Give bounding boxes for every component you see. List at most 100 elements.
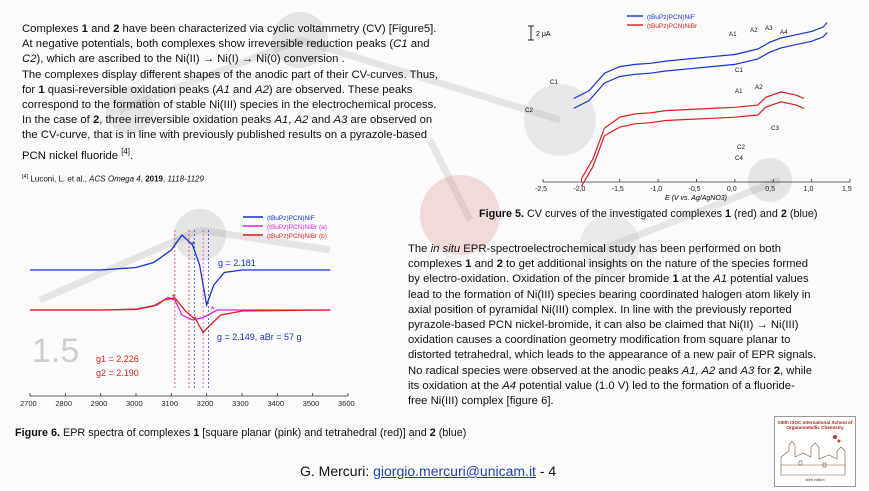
cv-x-tick-label: 0,0	[727, 186, 737, 193]
footer-page-number: - 4	[535, 463, 557, 479]
figure5-caption: Figure 5. CV curves of the investigated …	[479, 208, 818, 220]
epr-peak-marker: *	[191, 240, 195, 251]
watermark-number: 1.5	[32, 332, 79, 370]
caption6-run: EPR spectra of complexes	[60, 427, 194, 439]
epr_text-run: axial position of pyramidal Ni(III) comp…	[408, 303, 792, 316]
reference-run: ,	[140, 174, 146, 184]
intro-run: have been characterized via cyclic volta…	[119, 23, 437, 35]
intro-run: A1	[274, 114, 289, 127]
intro-run: and	[308, 114, 334, 127]
caption5-run: CV curves of the investigated complexes	[524, 208, 726, 220]
cv-peak-label: A1	[735, 88, 743, 95]
epr-series-group	[30, 234, 331, 334]
intro-run: At negative potentials, both complexes s…	[22, 38, 394, 51]
cv-series-line	[573, 22, 828, 100]
intro-run: 1	[81, 23, 88, 35]
intro-run: 1	[38, 83, 45, 96]
intro-run: ) are observed. These peaks	[268, 83, 413, 96]
intro-run: and	[229, 83, 256, 96]
reference-run: ,	[163, 174, 168, 184]
epr_text-run: potential values	[727, 273, 809, 286]
epr_text-run: A3	[740, 364, 755, 377]
epr-legend-label: (tBuPz)PCN)NiF	[267, 215, 315, 222]
intro-run: for	[22, 83, 39, 96]
figure6-caption: Figure 6. EPR spectra of complexes 1 [sq…	[15, 427, 466, 439]
intro-run: quasi-reversible oxidation peaks (	[44, 83, 217, 96]
intro-run: [4]	[121, 146, 130, 156]
epr-x-tick-label: 3100	[161, 399, 178, 408]
epr_text-run: for	[754, 364, 774, 377]
epr-x-tick-label: 3200	[197, 399, 214, 408]
epr_text-run: EPR-spectroelectrochemical study has bee…	[460, 243, 781, 255]
intro-run: C2	[22, 53, 37, 66]
conference-logo: XIIIth ISOC International School of Orga…	[774, 416, 856, 487]
scale-bar: 2 μA	[528, 25, 551, 41]
cv-series-return-line	[573, 32, 828, 109]
epr_text-run: to get additional insights on the nature…	[502, 258, 809, 271]
epr-guide-lines	[174, 230, 209, 390]
epr_text-run: distorted tetrahedral, which leads to th…	[408, 349, 817, 362]
epr-x-tick-label: 3500	[303, 399, 320, 408]
epr-x-tick-label: 3300	[232, 399, 249, 408]
epr-g-value-label: g1 = 2.226	[96, 354, 139, 364]
cv-series-line	[580, 91, 805, 180]
epr-x-tick-label: 3400	[267, 399, 284, 408]
reference-run: 1118-1129	[167, 174, 204, 184]
footer-email-link[interactable]: giorgio.mercuri@unicam.it	[373, 463, 536, 479]
epr-g-value-label: g = 2.149, aBr = 57 g	[217, 332, 302, 342]
epr_text-run: A1	[713, 273, 728, 286]
cv-x-axis-label: E (V vs. Ag/AgNO3)	[665, 195, 727, 202]
epr_text-run: complexes	[408, 258, 466, 271]
cv-peak-label: A1	[729, 31, 737, 38]
cv-chart: 2 μA (tBuPz)PCN)NiF(tBuPz)PCN)NiBr -2,5-…	[525, 14, 852, 202]
epr-g-value-label: g = 2.181	[218, 258, 256, 268]
cv-peak-label: A3	[765, 25, 773, 32]
caption5-run: (blue)	[786, 208, 818, 220]
cv-peak-label: A2	[750, 27, 758, 34]
intro-run: PCN nickel fluoride	[22, 149, 122, 162]
intro-run: the CV-curve, that is in line with previ…	[22, 129, 428, 142]
cv-peak-label: C1	[735, 67, 743, 74]
epr-x-axis: 2700 2800 2900 3000 3100 3200 3300 3400 3500 3600	[20, 393, 355, 408]
cv-peak-label: A2	[755, 84, 763, 91]
epr-peak-marker: *	[172, 293, 176, 304]
intro-run: and	[87, 23, 114, 35]
epr_text-run: and	[715, 364, 741, 377]
cv-legend-label: (tBuPz)PCN)NiBr	[647, 23, 698, 30]
cv-x-tick-label: -2,0	[573, 186, 585, 193]
cv-peak-label: C4	[735, 155, 743, 162]
footer-author: G. Mercuri:	[300, 463, 374, 479]
intro-run: The complexes display different shapes o…	[22, 68, 438, 81]
epr-g-value-label: g2 = 2.190	[96, 368, 139, 378]
cv-series-group	[573, 22, 828, 187]
epr-x-tick-label: 2800	[55, 399, 72, 408]
intro-paragraph: Complexes 1 and 2 have been characterize…	[22, 22, 484, 164]
epr_text-run: No radical species were observed at the …	[408, 364, 682, 377]
epr_text-run: 2	[773, 364, 781, 377]
caption5-run: Figure 5.	[479, 208, 524, 220]
epr-legend: (tBuPz)PCN)NiF (tBuPz)PCN)NiBr (a) (tBuPz)…	[243, 215, 327, 240]
epr-annotations: g = 2.181 g = 2.149, aBr = 57 g g1 = 2.226…	[96, 240, 302, 378]
cv-x-axis: -2,5 -2,0 -1,5 -1,0 -0,5 0,0 0,5 1,0 1,5	[535, 179, 852, 193]
caption6-run: Figure 6.	[15, 427, 60, 439]
reference-run: [4]	[22, 174, 29, 180]
epr-x-tick-label: 3600	[338, 399, 355, 408]
epr-paragraph: The in situ EPR-spectroelectrochemical s…	[408, 242, 860, 409]
cv-x-tick-label: 1,0	[804, 186, 814, 193]
logo-title: XIIIth ISOC International School of Orga…	[777, 420, 853, 431]
epr-series-line	[30, 296, 331, 321]
intro-run: A3	[333, 114, 348, 127]
epr-x-tick-label: 3000	[126, 399, 143, 408]
caption6-run: (blue)	[435, 427, 467, 439]
intro-run: C1	[393, 38, 408, 51]
epr-x-tick-label: 2900	[91, 399, 108, 408]
epr_text-run: oxidation causes a coordination geometry…	[408, 334, 791, 347]
intro-run: A1	[216, 83, 230, 96]
cv-legend-label: (tBuPz)PCN)NiF	[647, 14, 695, 21]
cv-x-tick-label: 1,5	[842, 186, 852, 193]
epr_text-run: 1	[672, 273, 679, 286]
epr-chart: (tBuPz)PCN)NiF (tBuPz)PCN)NiBr (a) (tBuPz)…	[20, 215, 355, 408]
epr_text-run: its oxidation at the	[408, 379, 503, 392]
caption6-run: [square planar (pink) and tetrahedral (r…	[199, 427, 430, 439]
